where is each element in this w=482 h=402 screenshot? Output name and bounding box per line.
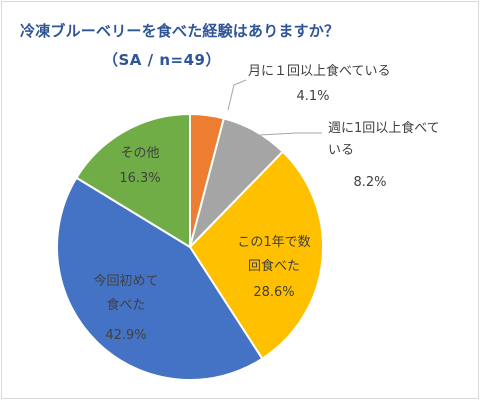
slice-value-3: 28.6% [253,285,294,300]
slice-value-2: 8.2% [353,175,386,190]
chart-title: 冷凍ブルーベリーを食べた経験はありますか？ [20,22,340,40]
slice-label-4: 今回初めて [93,273,158,289]
slice-value-5: 16.3% [119,171,160,186]
slice-label-5: その他 [120,146,159,161]
pie-slice-4 [56,176,264,381]
pie-slice-3 [188,150,324,361]
slice-value-1: 4.1% [296,89,329,104]
leader-line-2 [259,132,322,136]
slice-label-2: 週に1回以上食べて [328,120,440,136]
chart-subtitle: （SA / n=49） [103,51,221,69]
slice-value-4: 42.9% [105,328,146,343]
slice-label-4: 食べた [106,297,145,313]
slice-label-3: この1年で数 [237,235,310,250]
leader-line-1 [227,79,247,111]
slice-label-2: いる [328,143,354,158]
slice-label-3: 回食べた [248,258,300,274]
slice-label-1: 月に１回以上食べている [248,63,390,79]
pie-slice-5 [75,112,191,249]
